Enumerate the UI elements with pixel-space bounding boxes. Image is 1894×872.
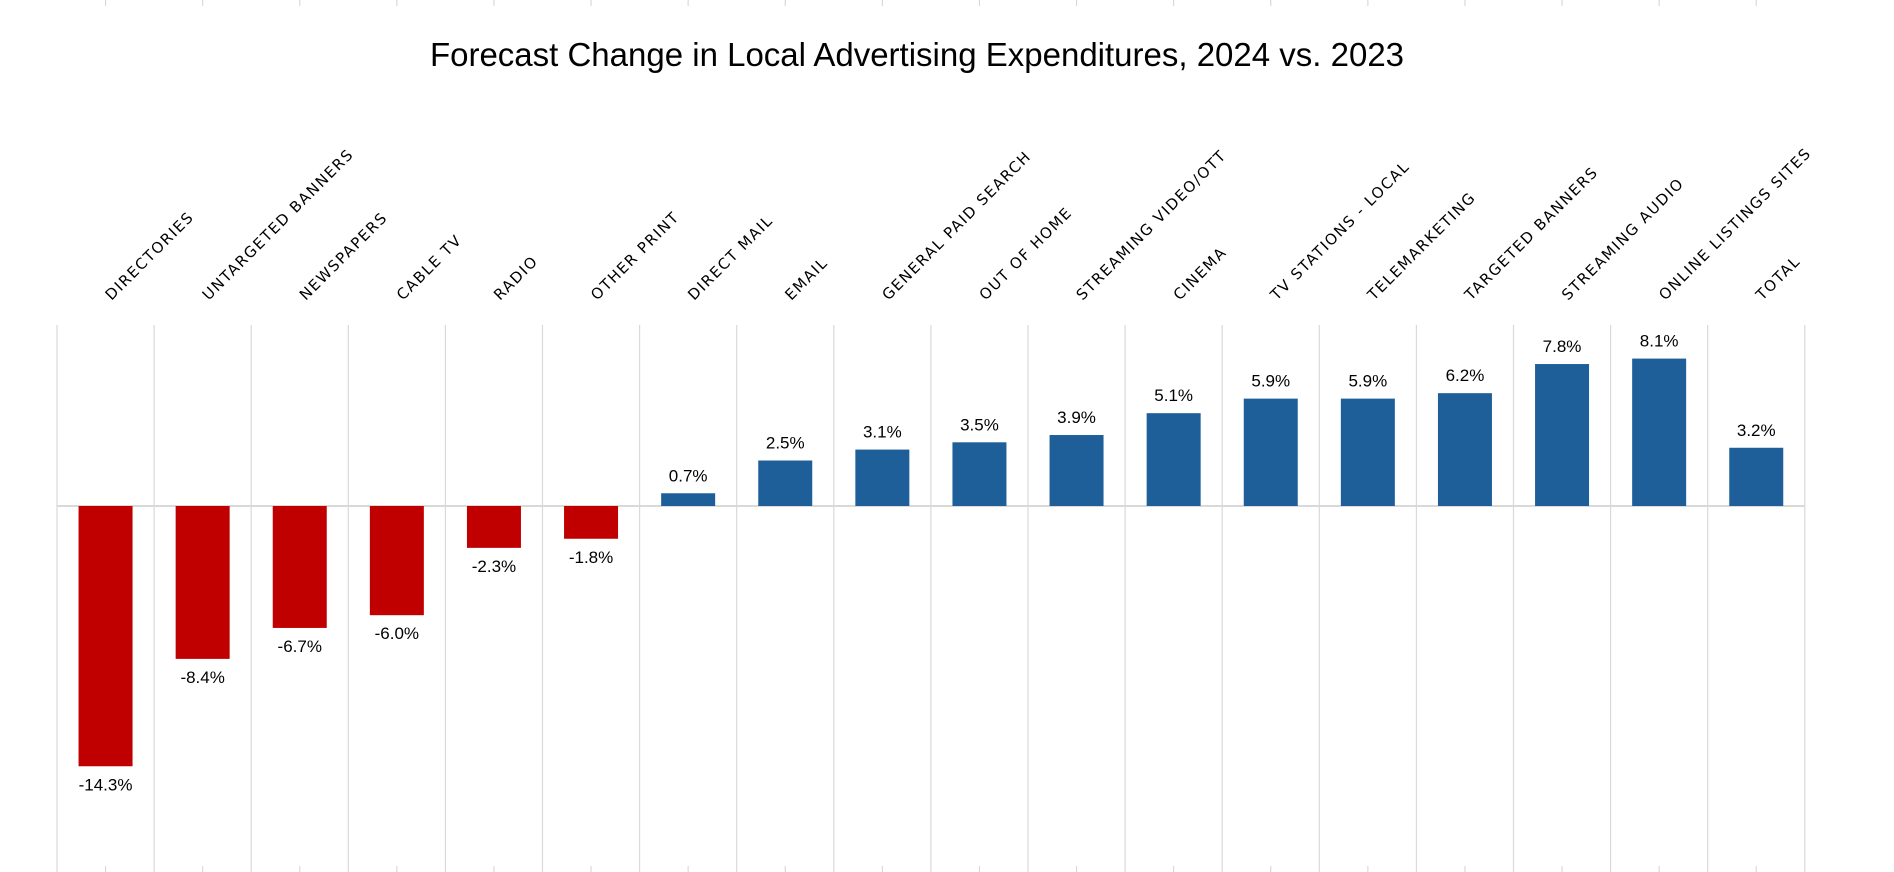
category-label: OUT OF HOME bbox=[976, 203, 1076, 303]
category-label: EMAIL bbox=[781, 254, 831, 304]
data-label: 2.5% bbox=[766, 434, 805, 453]
data-label: 3.5% bbox=[960, 415, 999, 434]
bar bbox=[1340, 398, 1395, 506]
category-label: OTHER PRINT bbox=[587, 208, 683, 304]
category-label: CINEMA bbox=[1170, 243, 1231, 304]
category-label: CABLE TV bbox=[393, 231, 466, 304]
data-label: -6.7% bbox=[278, 637, 322, 656]
bar bbox=[1243, 398, 1298, 506]
category-label: DIRECTORIES bbox=[102, 208, 198, 304]
data-label: -1.8% bbox=[569, 548, 613, 567]
bar bbox=[175, 506, 230, 659]
bar bbox=[758, 460, 813, 506]
bar bbox=[952, 442, 1007, 506]
bar bbox=[1632, 358, 1687, 506]
category-label: TELEMARKETING bbox=[1363, 188, 1479, 304]
data-label: -2.3% bbox=[472, 557, 516, 576]
bar bbox=[661, 493, 716, 506]
data-label: 5.9% bbox=[1348, 372, 1387, 391]
data-label: 5.1% bbox=[1154, 386, 1193, 405]
category-label: STREAMING VIDEO/OTT bbox=[1073, 146, 1231, 304]
data-label: -8.4% bbox=[180, 668, 224, 687]
data-label: 6.2% bbox=[1446, 366, 1485, 385]
data-label: 3.2% bbox=[1737, 421, 1776, 440]
data-label: 3.1% bbox=[863, 423, 902, 442]
category-label: RADIO bbox=[490, 252, 542, 304]
bar bbox=[564, 506, 619, 539]
data-label: -14.3% bbox=[79, 775, 133, 794]
data-label: -6.0% bbox=[375, 624, 419, 643]
category-label: TOTAL bbox=[1752, 252, 1804, 304]
category-label: ONLINE LISTINGS SITES bbox=[1655, 144, 1815, 304]
data-label: 0.7% bbox=[669, 466, 708, 485]
data-label: 5.9% bbox=[1251, 372, 1290, 391]
bar bbox=[466, 506, 521, 548]
bar bbox=[78, 506, 133, 767]
bar bbox=[369, 506, 424, 616]
bar bbox=[1535, 364, 1590, 506]
category-label: DIRECT MAIL bbox=[684, 211, 776, 303]
category-label: UNTARGETED BANNERS bbox=[199, 145, 358, 304]
bar bbox=[855, 449, 910, 506]
bar bbox=[1437, 393, 1492, 506]
data-label: 7.8% bbox=[1543, 337, 1582, 356]
chart-title: Forecast Change in Local Advertising Exp… bbox=[430, 36, 1404, 73]
data-label: 3.9% bbox=[1057, 408, 1096, 427]
bar bbox=[272, 506, 327, 628]
category-label: NEWSPAPERS bbox=[296, 208, 391, 303]
bar bbox=[1049, 435, 1104, 506]
bar bbox=[1146, 413, 1201, 506]
data-label: 8.1% bbox=[1640, 332, 1679, 351]
bar bbox=[1729, 447, 1784, 506]
